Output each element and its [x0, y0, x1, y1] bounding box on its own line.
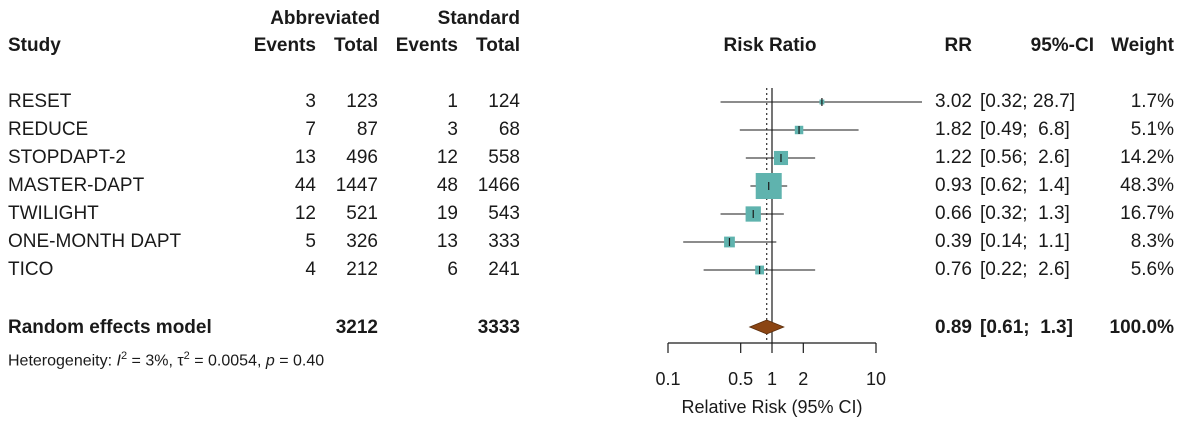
- ci-cell: [0.49; 6.8]: [980, 119, 1070, 140]
- x-tick-label: 2: [798, 369, 808, 389]
- study-name: ONE-MONTH DAPT: [8, 231, 182, 252]
- ci-cell: [0.14; 1.1]: [980, 231, 1070, 252]
- study-column-header: Study: [8, 35, 61, 56]
- x-tick-label: 10: [866, 369, 886, 389]
- total2-cell: 558: [488, 147, 520, 168]
- total1-column-header: Total: [334, 35, 378, 56]
- total1-cell: 496: [346, 147, 378, 168]
- events1-cell: 44: [294, 175, 316, 196]
- group2-header: Standard: [437, 8, 520, 29]
- study-name: TICO: [8, 259, 54, 280]
- ci-column-header: 95%-CI: [1030, 35, 1094, 56]
- summary-rr: 0.89: [935, 317, 972, 338]
- total1-cell: 87: [356, 119, 378, 140]
- summary-total1: 3212: [335, 317, 378, 338]
- summary-total2: 3333: [477, 317, 520, 338]
- total1-cell: 212: [346, 259, 378, 280]
- total2-cell: 241: [488, 259, 520, 280]
- pooled-diamond: [748, 319, 785, 335]
- rr-cell: 0.66: [935, 203, 972, 224]
- heterogeneity-text: Heterogeneity: I2 = 3%, τ2 = 0.0054, p =…: [8, 350, 325, 370]
- total2-cell: 543: [488, 203, 520, 224]
- x-axis-title: Relative Risk (95% CI): [681, 397, 862, 417]
- events2-cell: 3: [447, 119, 458, 140]
- events1-cell: 12: [294, 203, 316, 224]
- weight-cell: 5.1%: [1130, 119, 1174, 140]
- study-name: STOPDAPT-2: [8, 147, 126, 168]
- summary-label: Random effects model: [8, 317, 212, 338]
- total2-cell: 1466: [477, 175, 520, 196]
- events1-cell: 7: [305, 119, 316, 140]
- rr-cell: 1.22: [935, 147, 972, 168]
- total1-cell: 123: [346, 91, 378, 112]
- weight-cell: 16.7%: [1120, 203, 1174, 224]
- events2-cell: 19: [436, 203, 458, 224]
- group1-header: Abbreviated: [270, 8, 380, 29]
- total2-column-header: Total: [476, 35, 520, 56]
- total1-cell: 326: [346, 231, 378, 252]
- study-name: RESET: [8, 91, 72, 112]
- total1-cell: 521: [346, 203, 378, 224]
- total2-cell: 124: [488, 91, 520, 112]
- total2-cell: 68: [498, 119, 520, 140]
- events2-column-header: Events: [395, 35, 458, 56]
- weight-cell: 5.6%: [1130, 259, 1174, 280]
- rr-cell: 3.02: [935, 91, 972, 112]
- events2-cell: 48: [436, 175, 458, 196]
- ci-cell: [0.32; 28.7]: [980, 91, 1076, 112]
- total1-cell: 1447: [335, 175, 378, 196]
- summary-ci: [0.61; 1.3]: [980, 317, 1073, 338]
- events2-cell: 13: [436, 231, 458, 252]
- rr-column-header: RR: [944, 35, 972, 56]
- events1-cell: 3: [305, 91, 316, 112]
- rr-cell: 0.93: [935, 175, 972, 196]
- weight-cell: 1.7%: [1130, 91, 1174, 112]
- x-tick-label: 0.1: [655, 369, 680, 389]
- rr-cell: 1.82: [935, 119, 972, 140]
- weight-cell: 8.3%: [1130, 231, 1174, 252]
- rr-cell: 0.76: [935, 259, 972, 280]
- ci-cell: [0.32; 1.3]: [980, 203, 1070, 224]
- events1-cell: 5: [305, 231, 316, 252]
- events1-cell: 4: [305, 259, 316, 280]
- study-name: REDUCE: [8, 119, 89, 140]
- plot-title: Risk Ratio: [723, 35, 817, 56]
- rr-cell: 0.39: [935, 231, 972, 252]
- x-tick-label: 0.5: [728, 369, 753, 389]
- events2-cell: 1: [447, 91, 458, 112]
- study-name: MASTER-DAPT: [8, 175, 145, 196]
- study-name: TWILIGHT: [8, 203, 99, 224]
- events1-column-header: Events: [253, 35, 316, 56]
- x-tick-label: 1: [767, 369, 777, 389]
- weight-column-header: Weight: [1111, 35, 1174, 56]
- events2-cell: 12: [436, 147, 458, 168]
- weight-cell: 14.2%: [1120, 147, 1174, 168]
- events2-cell: 6: [447, 259, 458, 280]
- total2-cell: 333: [488, 231, 520, 252]
- summary-weight: 100.0%: [1109, 317, 1174, 338]
- weight-cell: 48.3%: [1120, 175, 1174, 196]
- ci-cell: [0.22; 2.6]: [980, 259, 1070, 280]
- ci-cell: [0.62; 1.4]: [980, 175, 1070, 196]
- events1-cell: 13: [294, 147, 316, 168]
- ci-cell: [0.56; 2.6]: [980, 147, 1070, 168]
